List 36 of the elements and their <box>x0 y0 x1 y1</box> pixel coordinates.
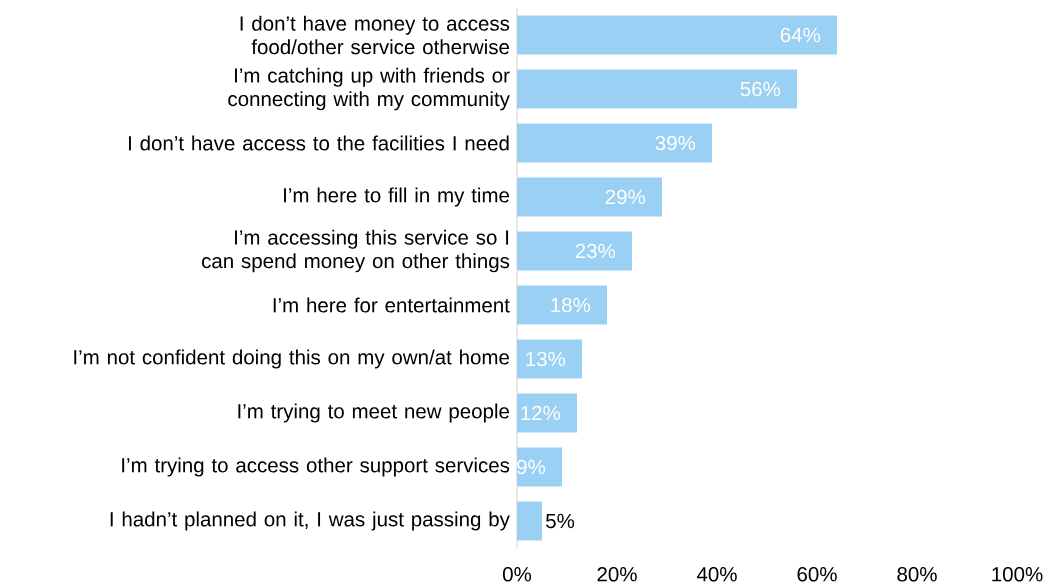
data-label: 64% <box>780 27 821 43</box>
bar <box>517 393 577 433</box>
y-tick-label: I’m not confident doing this on my own/at home <box>74 349 509 369</box>
data-label: 56% <box>740 81 781 97</box>
y-tick-label: I don’t have money to access food/other service otherwise <box>240 15 510 55</box>
bar <box>517 447 562 487</box>
x-tick-label: 20% <box>597 567 637 582</box>
y-tick-label: I’m here for entertainment <box>273 297 510 313</box>
bar <box>517 339 582 379</box>
bar <box>517 501 542 541</box>
x-tick-label: 100% <box>992 567 1043 582</box>
data-label: 12% <box>521 405 561 421</box>
y-tick-label: I’m trying to access other support services <box>122 457 510 477</box>
y-tick-label: I hadn’t planned on it, I was just passing by <box>110 511 510 531</box>
x-tick-label: 40% <box>696 567 737 582</box>
data-label: 23% <box>575 243 616 259</box>
bar <box>517 123 712 163</box>
data-label: 5% <box>546 513 575 529</box>
bar <box>517 231 632 271</box>
bar <box>517 69 797 109</box>
y-tick-label: I’m accessing this service so I can spend money on other things <box>202 229 510 273</box>
data-label: 13% <box>526 351 566 367</box>
y-tick-label: I’m catching up with friends or connecting with my community <box>228 67 510 111</box>
x-tick-label: 0% <box>502 567 532 582</box>
data-label: 18% <box>551 297 591 313</box>
y-tick-label: I don’t have access to the facilities I need <box>129 135 509 151</box>
x-tick-label: 60% <box>797 567 837 582</box>
data-label: 9% <box>517 459 546 475</box>
bar <box>517 285 607 325</box>
bar <box>517 177 662 217</box>
y-tick-label: I’m trying to meet new people <box>238 403 510 423</box>
y-tick-label: I’m here to fill in my time <box>284 187 510 207</box>
bar <box>517 15 837 55</box>
data-label: 29% <box>605 189 646 205</box>
x-tick-label: 80% <box>897 567 937 582</box>
data-label: 39% <box>655 135 696 151</box>
